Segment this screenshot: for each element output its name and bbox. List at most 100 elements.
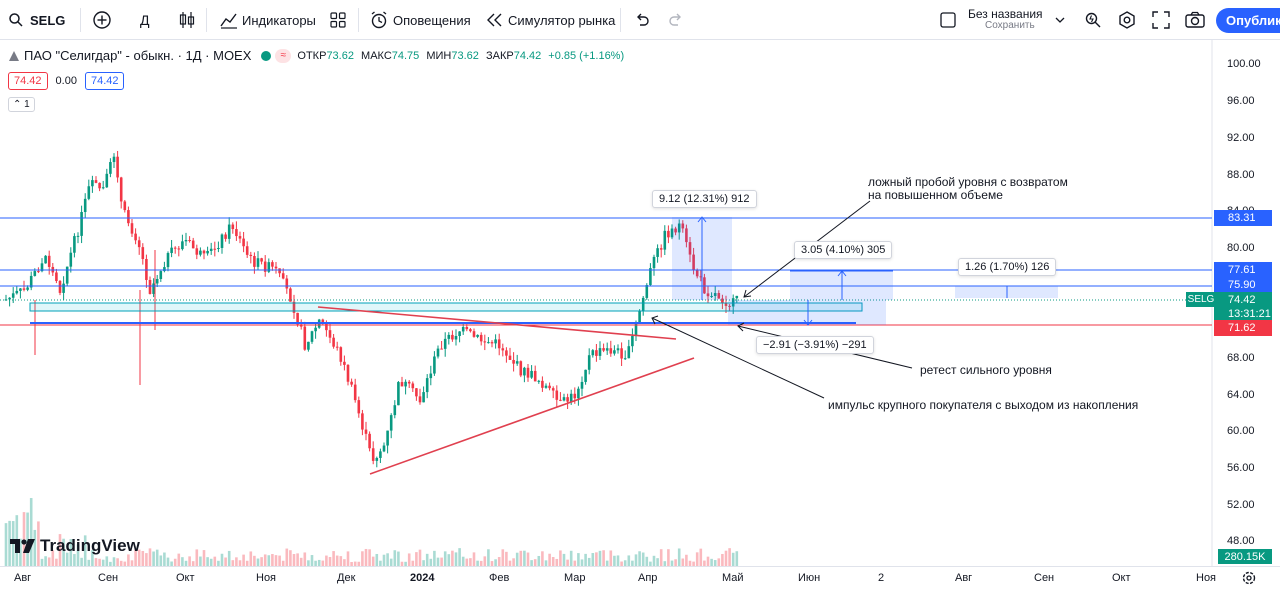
layout-checkbox[interactable] (940, 0, 956, 40)
snapshot-button[interactable] (1185, 0, 1205, 40)
volume-bar (591, 553, 595, 566)
candle-body (181, 241, 184, 250)
ticker-tag: SELG (1186, 292, 1216, 307)
annotation-breakout-line2: на повышенном объеме (868, 188, 1003, 202)
candle-body (674, 228, 677, 233)
volume-bar (119, 560, 123, 566)
templates-button[interactable] (330, 0, 346, 40)
candle-body (735, 295, 739, 299)
bar-countdown: 13:31:21 (1228, 308, 1271, 320)
candle-body (101, 187, 105, 189)
candle-body (371, 448, 375, 461)
candle-body (73, 236, 76, 253)
volume-bar (303, 552, 307, 566)
price-chart[interactable] (0, 40, 1280, 566)
quick-search-icon (1085, 12, 1101, 28)
volume-bar (296, 553, 299, 566)
volume-bar (443, 551, 447, 566)
level-tag-77: 77.61 (1214, 262, 1272, 278)
measure-box-4[interactable] (728, 300, 886, 325)
candle-body (220, 234, 224, 248)
volume-bar (181, 557, 184, 566)
candle-body (490, 342, 494, 344)
candle-body (731, 298, 735, 307)
price-tick: 48.00 (1227, 535, 1255, 547)
volume-bar (289, 550, 292, 566)
candle-body (368, 433, 371, 449)
ask-price[interactable]: 74.42 (84, 72, 125, 90)
save-link[interactable]: Сохранить (985, 20, 1035, 31)
candle-body (130, 223, 134, 234)
trend-line-upper[interactable] (317, 306, 677, 340)
candle-body (191, 240, 195, 249)
annotation-arrowhead-impulse (651, 315, 659, 325)
candle-body (134, 233, 137, 241)
trend-line-lower[interactable] (369, 357, 695, 475)
candle-body (335, 346, 339, 348)
indicators-label: Индикаторы (242, 12, 316, 28)
candle-body (400, 382, 404, 387)
candle-body (559, 399, 562, 401)
undo-button[interactable] (634, 0, 650, 40)
candles-layer (4, 150, 739, 468)
last-price-value: 74.42 (1228, 294, 1256, 306)
quick-search-button[interactable] (1084, 0, 1102, 40)
candle-body (217, 247, 220, 249)
tradingview-logo[interactable]: TradingView (10, 536, 140, 556)
volume-bar (206, 557, 209, 566)
candle-body (47, 255, 51, 267)
volume-bar (166, 557, 170, 566)
volume-bar (227, 550, 231, 566)
publish-button[interactable]: Опублико (1216, 8, 1280, 33)
accumulation-zone[interactable] (29, 302, 863, 312)
compare-button[interactable] (92, 0, 112, 40)
indicators-button[interactable]: Индикаторы (220, 0, 316, 40)
legend-collapse-button[interactable]: ⌃ 1 (8, 97, 35, 112)
alerts-button[interactable]: Оповещения (370, 0, 471, 40)
time-tick: Окт (176, 572, 195, 584)
candle-body (350, 381, 353, 385)
volume-bar (731, 552, 735, 566)
fullscreen-button[interactable] (1152, 0, 1170, 40)
ohlc-values: ОТКР73.62 МАКС74.75 МИН73.62 ЗАКР74.42 +… (297, 49, 625, 62)
time-tick: Фев (489, 572, 510, 584)
layout-menu-button[interactable] (1055, 0, 1065, 40)
volume-bar (65, 552, 69, 566)
volume-bar (26, 512, 29, 566)
volume-bar (663, 561, 667, 566)
candle-body (382, 445, 386, 452)
annotation-arrowhead-retest (737, 322, 745, 332)
candle-body (429, 373, 433, 379)
candle-body (548, 385, 551, 389)
candle-body (587, 355, 591, 370)
volume-bar (209, 558, 213, 566)
volume-bar (713, 560, 717, 566)
axis-settings-button[interactable] (1241, 570, 1257, 591)
bid-ask-row: 74.42 0.00 74.42 (8, 72, 132, 90)
volume-bar (148, 548, 152, 566)
candle-body (393, 405, 397, 416)
volume-bar (220, 553, 224, 566)
symbol-search[interactable]: SELG (8, 0, 65, 40)
chart-type-button[interactable] (178, 0, 196, 40)
symbol-label: SELG (30, 12, 66, 28)
layout-name[interactable]: Без названия Сохранить (968, 8, 1043, 32)
candle-body (451, 334, 454, 340)
volume-bar (688, 560, 692, 566)
replay-button[interactable]: Симулятор рынка (486, 0, 615, 40)
candle-body (677, 223, 681, 233)
volume-bar (699, 548, 703, 566)
time-axis[interactable]: Авг Сен Окт Ноя Дек 2024 Фев Мар Апр Май Июн 2 Авг Се… (0, 566, 1280, 592)
alerts-label: Оповещения (393, 12, 471, 28)
candle-body (159, 271, 163, 279)
candle-body (29, 275, 33, 288)
candle-body (310, 331, 314, 342)
candle-body (501, 348, 505, 351)
settings-button[interactable] (1118, 0, 1136, 40)
interval-button[interactable]: Д (140, 12, 150, 28)
redo-button[interactable] (668, 0, 684, 40)
candle-body (497, 339, 501, 349)
bid-price[interactable]: 74.42 (8, 72, 48, 90)
candle-body (105, 173, 109, 188)
price-tick: 80.00 (1227, 242, 1255, 254)
